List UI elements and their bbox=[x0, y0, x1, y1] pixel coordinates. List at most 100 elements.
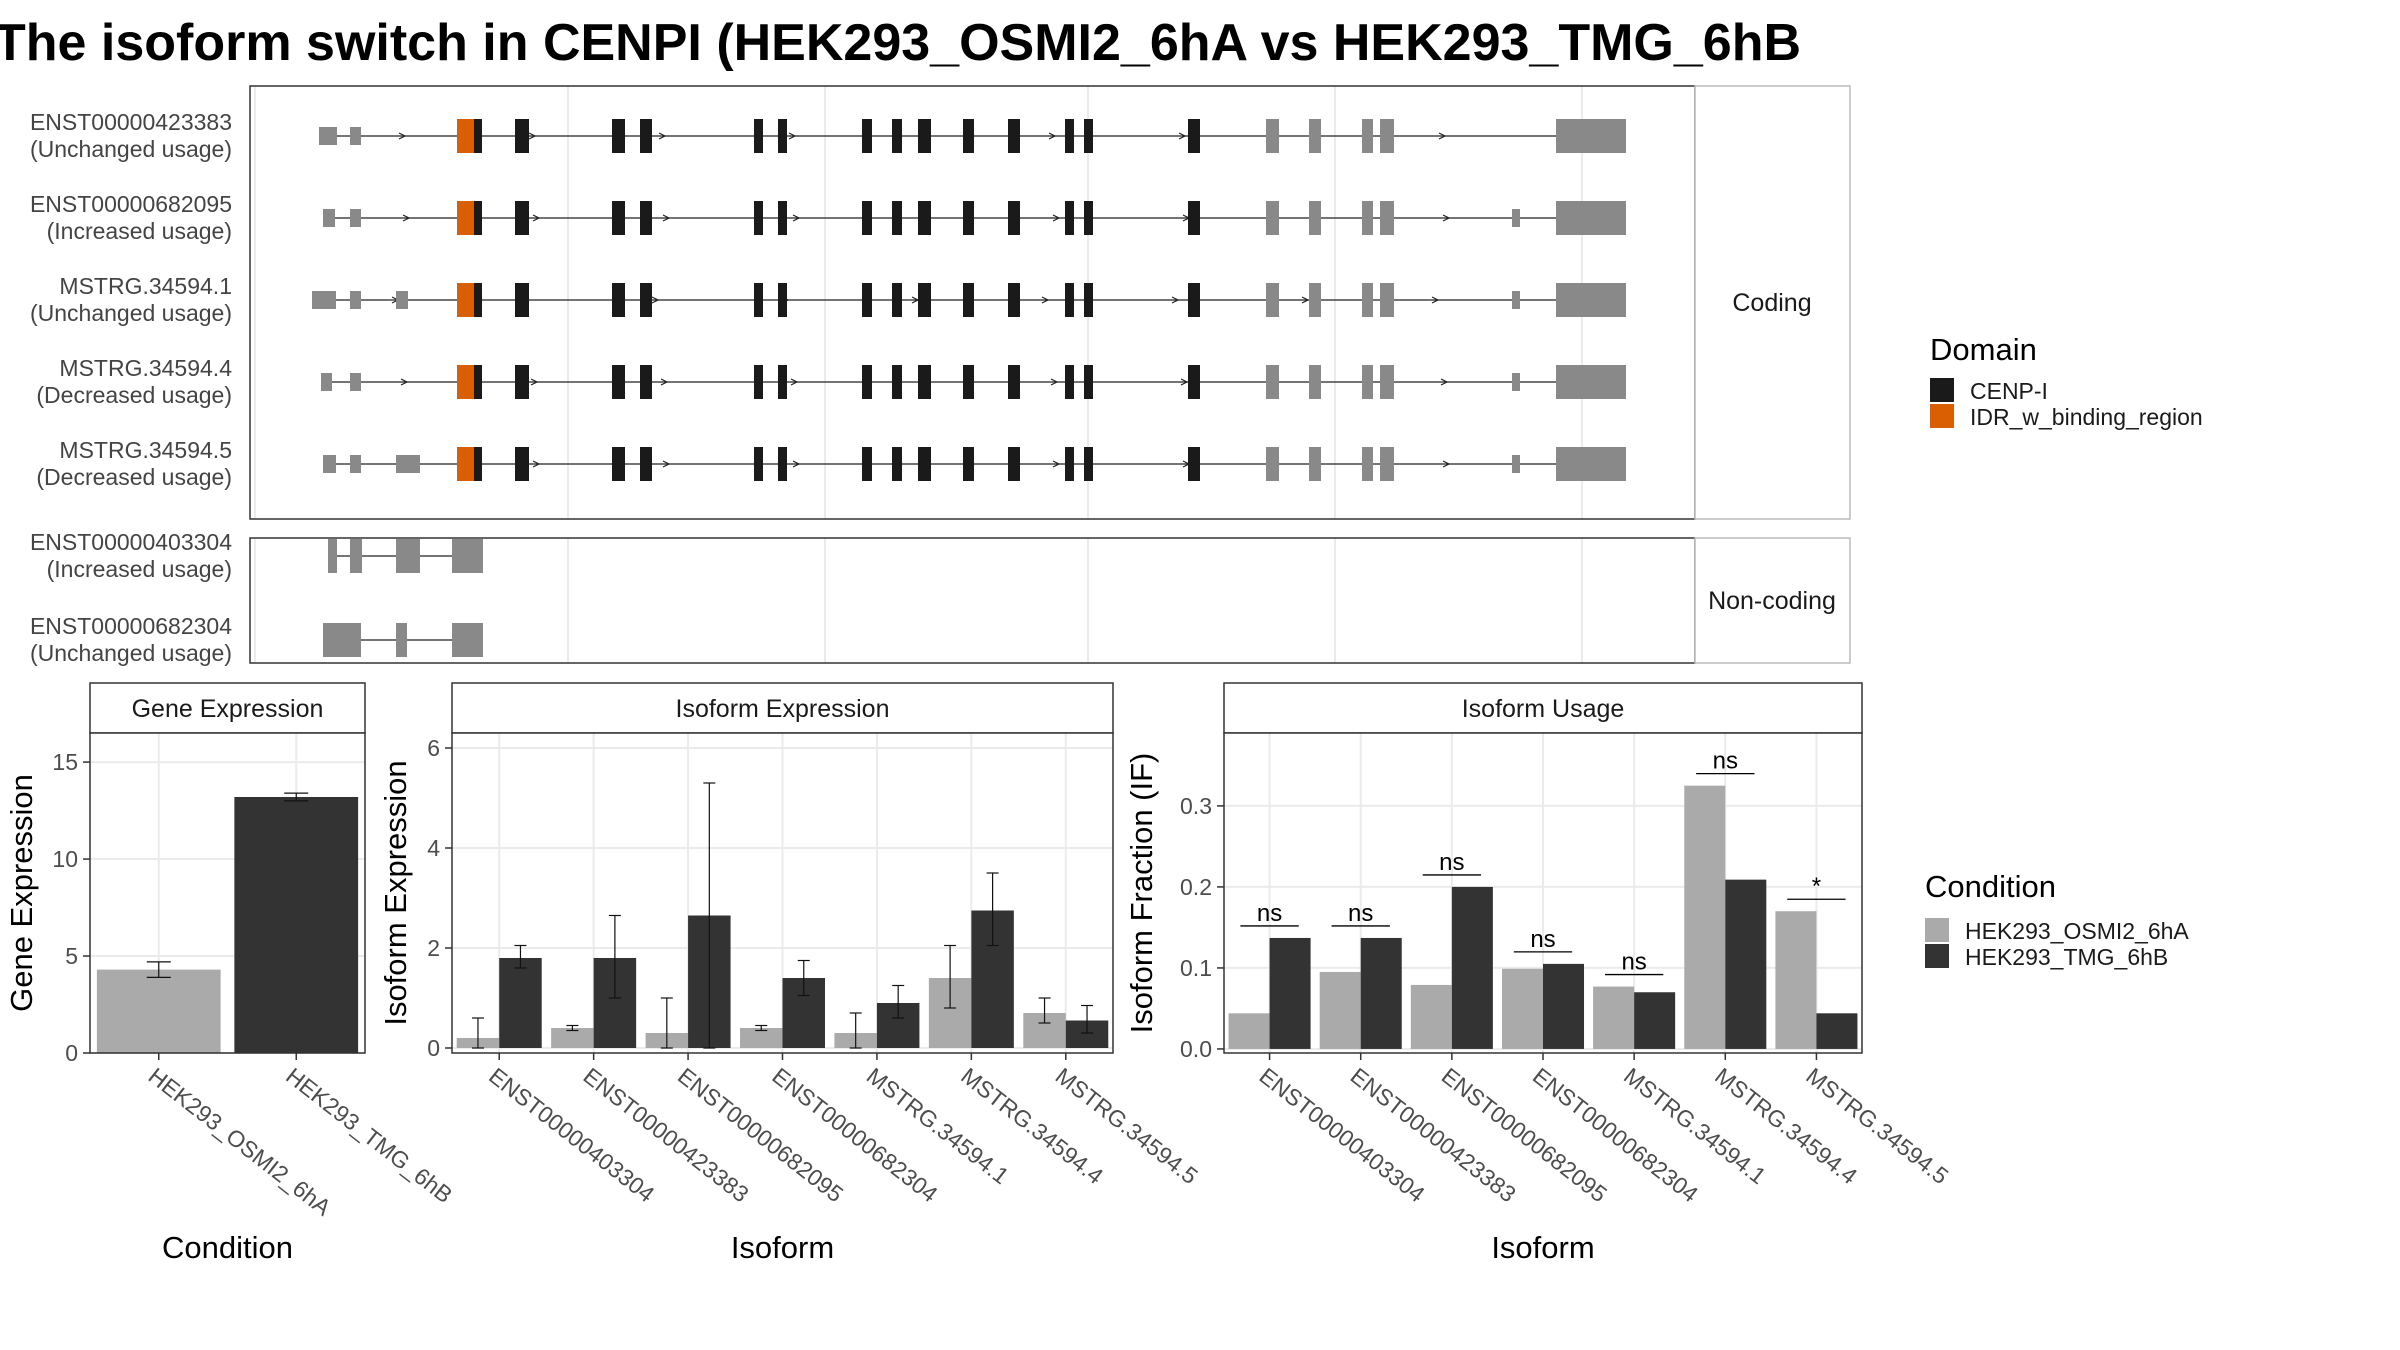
idr-domain-exon bbox=[457, 119, 474, 153]
panel-title: Gene Expression bbox=[132, 695, 324, 723]
strand-arrow bbox=[528, 132, 537, 140]
utr-exon bbox=[396, 291, 408, 309]
cenp-domain-exon bbox=[1008, 201, 1020, 235]
noncoding-exon bbox=[350, 539, 362, 573]
three-prime-utr bbox=[1570, 283, 1626, 317]
coding-exon bbox=[1362, 201, 1373, 235]
cenp-domain-exon bbox=[754, 283, 763, 317]
strand-arrow bbox=[1041, 296, 1050, 304]
terminal-exon bbox=[1556, 283, 1570, 317]
x-tick-label: ENST00000682095 bbox=[1437, 1062, 1612, 1207]
cenp-domain-exon bbox=[963, 283, 974, 317]
coding-exon bbox=[1512, 373, 1520, 391]
transcript-ENST00000423383 bbox=[319, 119, 1626, 153]
bar bbox=[740, 1028, 783, 1048]
bar bbox=[1775, 911, 1817, 1049]
cenp-domain-exon bbox=[778, 283, 787, 317]
cenp-domain-exon bbox=[892, 283, 902, 317]
transcript-id-label: MSTRG.34594.1 bbox=[59, 273, 232, 299]
strand-arrow bbox=[1180, 378, 1189, 386]
significance-label: ns bbox=[1530, 926, 1555, 953]
cenp-domain-exon bbox=[918, 365, 931, 399]
cenp-domain-exon bbox=[474, 201, 482, 235]
noncoding-exon bbox=[452, 539, 483, 573]
bar bbox=[1725, 879, 1767, 1049]
strand-arrow bbox=[792, 460, 801, 468]
cenp-domain-exon bbox=[1008, 447, 1020, 481]
cenp-domain-exon bbox=[1084, 201, 1093, 235]
strand-arrow bbox=[662, 460, 671, 468]
bar bbox=[551, 1028, 594, 1048]
transcript-id-label: ENST00000682304 bbox=[30, 613, 232, 639]
y-tick-label: 2 bbox=[427, 935, 440, 961]
utr-exon bbox=[323, 209, 335, 227]
transcript-MSTRG.34594.5 bbox=[323, 447, 1626, 481]
cenp-domain-exon bbox=[1008, 119, 1020, 153]
strand-arrow bbox=[1440, 378, 1449, 386]
cenp-domain-exon bbox=[515, 447, 529, 481]
strand-arrow bbox=[398, 132, 407, 140]
cenp-domain-exon bbox=[892, 365, 902, 399]
utr-exon bbox=[350, 455, 361, 473]
cenp-domain-exon bbox=[963, 201, 974, 235]
cenp-domain-exon bbox=[918, 119, 931, 153]
panel-title: Isoform Usage bbox=[1462, 695, 1625, 723]
cenp-domain-exon bbox=[754, 119, 763, 153]
transcript-ENST00000403304 bbox=[328, 539, 483, 573]
y-tick-label: 0.1 bbox=[1180, 955, 1212, 981]
strand-arrow bbox=[1301, 296, 1310, 304]
transcript-id-label: ENST00000682095 bbox=[30, 191, 232, 217]
strand-arrow bbox=[1048, 132, 1057, 140]
bar bbox=[1593, 986, 1635, 1049]
isoform-structure-plot: Coding Non-coding ENST00000423383(Unchan… bbox=[30, 85, 1851, 666]
cenp-domain-exon bbox=[515, 201, 529, 235]
noncoding-strip bbox=[1694, 537, 1851, 664]
bar bbox=[1684, 785, 1726, 1049]
strand-arrow bbox=[1442, 214, 1451, 222]
cenp-domain-exon bbox=[754, 447, 763, 481]
strand-arrow bbox=[662, 214, 671, 222]
terminal-exon bbox=[1556, 119, 1570, 153]
coding-exon bbox=[1512, 291, 1520, 309]
cenp-domain-exon bbox=[1084, 283, 1093, 317]
cenp-domain-exon bbox=[862, 365, 872, 399]
legend-swatch-idr bbox=[1930, 404, 1954, 428]
transcript-usage-label: (Increased usage) bbox=[47, 556, 232, 582]
coding-exon bbox=[1309, 201, 1321, 235]
coding-exon bbox=[1362, 365, 1373, 399]
strand-arrow bbox=[792, 214, 801, 222]
noncoding-transcripts bbox=[323, 539, 483, 657]
y-axis-title: Isoform Expression bbox=[378, 760, 413, 1025]
three-prime-utr bbox=[1570, 119, 1626, 153]
legend-label-cenp-i: CENP-I bbox=[1970, 378, 2048, 404]
cenp-domain-exon bbox=[778, 365, 787, 399]
idr-domain-exon bbox=[457, 201, 474, 235]
cenp-domain-exon bbox=[640, 365, 652, 399]
cenp-domain-exon bbox=[1084, 447, 1093, 481]
cenp-domain-exon bbox=[1008, 365, 1020, 399]
coding-exon bbox=[1512, 209, 1520, 227]
transcript-ENST00000682304 bbox=[323, 623, 483, 657]
cenp-domain-exon bbox=[862, 201, 872, 235]
cenp-domain-exon bbox=[1188, 119, 1200, 153]
cenp-domain-exon bbox=[1008, 283, 1020, 317]
panel-border bbox=[89, 732, 366, 1054]
significance-label: ns bbox=[1439, 849, 1464, 876]
strand-arrow bbox=[651, 296, 660, 304]
idr-domain-exon bbox=[457, 447, 474, 481]
noncoding-strip-label: Non-coding bbox=[1708, 587, 1836, 615]
terminal-exon bbox=[1556, 201, 1570, 235]
coding-exon bbox=[1266, 201, 1279, 235]
cenp-domain-exon bbox=[892, 201, 902, 235]
x-tick-label: ENST00000403304 bbox=[1254, 1062, 1429, 1207]
significance-label: ns bbox=[1257, 900, 1282, 927]
cenp-domain-exon bbox=[1065, 365, 1074, 399]
coding-exon bbox=[1266, 447, 1279, 481]
utr-exon bbox=[321, 373, 332, 391]
bar bbox=[96, 969, 221, 1053]
three-prime-utr bbox=[1570, 201, 1626, 235]
strand-arrow bbox=[1431, 296, 1440, 304]
utr-exon bbox=[312, 291, 336, 309]
cenp-domain-exon bbox=[1084, 365, 1093, 399]
bar bbox=[1543, 963, 1585, 1049]
